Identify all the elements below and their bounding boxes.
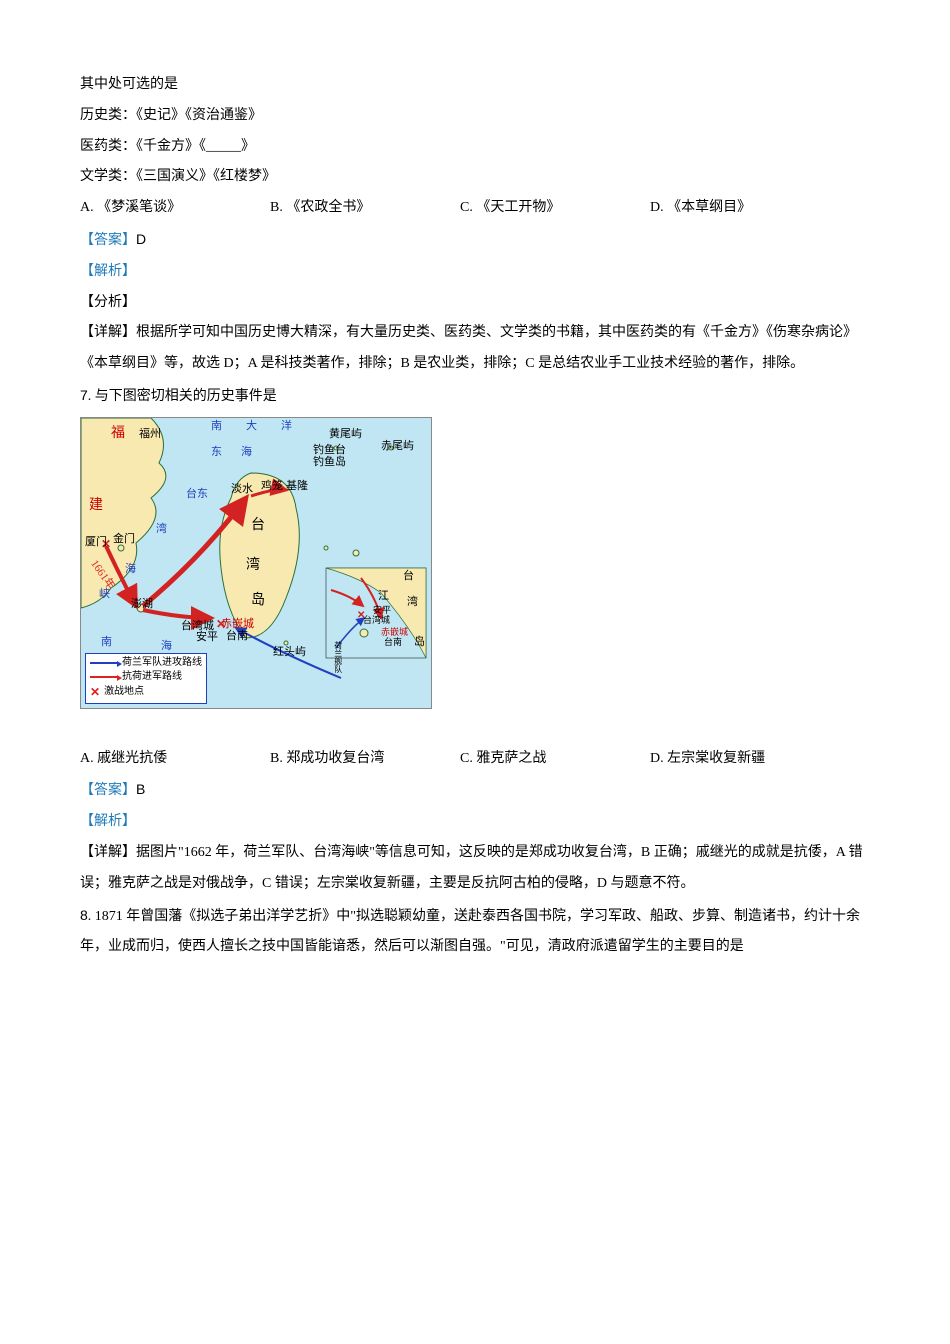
answer-value: D (136, 231, 146, 247)
q7-number: 7 (80, 387, 88, 403)
legend3: 激战地点 (104, 685, 144, 699)
lbl-haizi: 海 (125, 563, 136, 575)
lbl-in-wan: 湾 (407, 596, 418, 608)
lbl-tai: 台 (251, 518, 265, 533)
lbl-huangwei: 黄尾屿 (329, 428, 362, 440)
q7-option-d: D. 左宗棠收复新疆 (650, 744, 840, 775)
lbl-in-dao: 岛 (414, 636, 425, 648)
legend-blue-arrow-icon (90, 662, 118, 664)
q7-analysis: 【解析】 (80, 807, 870, 838)
lbl-xia: 峡 (99, 588, 110, 600)
lbl-fuzhou: 福州 (139, 428, 161, 440)
lbl-jilong2: 基隆 (286, 480, 308, 492)
q6-option-a: A. 《梦溪笔谈》 (80, 193, 270, 224)
lbl-nanhai-n: 南 (101, 636, 112, 648)
lbl-in-helan: 荷兰舰队 (333, 641, 342, 673)
q7-option-a: A. 戚继光抗倭 (80, 744, 270, 775)
q7-stem: 7. 与下图密切相关的历史事件是 (80, 380, 870, 413)
legend1: 荷兰军队进攻路线 (122, 656, 202, 670)
q6-answer: 【答案】D (80, 224, 870, 257)
legend2: 抗荷进军路线 (122, 670, 182, 684)
lbl-nan: 南 (211, 420, 222, 432)
lbl-nanhai-h: 海 (161, 640, 172, 652)
q7-stem-text: . 与下图密切相关的历史事件是 (88, 389, 277, 404)
lbl-dong: 东 (211, 446, 222, 458)
q6-detail: 【详解】根据所学可知中国历史博大精深，有大量历史类、医药类、文学类的书籍，其中医… (80, 318, 870, 380)
legend-battle-icon: ✕ (90, 684, 100, 701)
lbl-tainan: 台南 (226, 630, 248, 642)
lbl-in-jiang: 江 (378, 590, 389, 602)
lbl-diaoyudao: 钓鱼岛 (313, 456, 346, 468)
q6-cat3: 文学类：《三国演义》《红楼梦》 (80, 162, 870, 193)
lbl-wan: 湾 (246, 558, 260, 573)
map-legend: 荷兰军队进攻路线 抗荷进军路线 ✕ 激战地点 (85, 653, 207, 704)
lbl-diaoyutai: 钓鱼台 (313, 444, 346, 456)
q6-option-b: B. 《农政全书》 (270, 193, 460, 224)
lbl-yang: 洋 (281, 420, 292, 432)
lbl-hai: 海 (241, 446, 252, 458)
legend-red-arrow-icon (90, 676, 118, 678)
lbl-fujian2: 建 (89, 498, 103, 513)
lbl-hongtou: 红头屿 (273, 646, 306, 658)
lbl-in-tainan: 台南 (384, 638, 402, 648)
q6-stem-line: 其中处可选的是 (80, 70, 870, 101)
q6-options: A. 《梦溪笔谈》 B. 《农政全书》 C. 《天工开物》 D. 《本草纲目》 (80, 193, 870, 224)
lbl-penghu: 澎湖 (131, 598, 153, 610)
q7-blank (80, 713, 870, 744)
q8-stem: 8. 1871 年曾国藩《拟选子弟出洋学艺折》中"拟选聪颖幼童，送赴泰西各国书院… (80, 900, 870, 964)
answer-label: 【答案】 (80, 233, 136, 248)
lbl-fujian1: 福 (111, 426, 125, 441)
q6-analysis: 【解析】 (80, 257, 870, 288)
lbl-in-tai: 台 (403, 570, 414, 582)
q8-stem-text: . 1871 年曾国藩《拟选子弟出洋学艺折》中"拟选聪颖幼童，送赴泰西各国书院，… (80, 909, 860, 955)
q7-option-c: C. 雅克萨之战 (460, 744, 650, 775)
answer-value: B (136, 781, 145, 797)
lbl-chiwei: 赤尾屿 (381, 440, 414, 452)
lbl-wanzi: 湾 (156, 523, 167, 535)
lbl-jinmen: 金门 (113, 533, 135, 545)
answer-label: 【答案】 (80, 783, 136, 798)
q7-detail: 【详解】据图片"1662 年，荷兰军队、台湾海峡"等信息可知，这反映的是郑成功收… (80, 838, 870, 900)
analysis-label: 【解析】 (80, 264, 136, 279)
q6-cat1: 历史类：《史记》《资治通鉴》 (80, 101, 870, 132)
q6-option-c: C. 《天工开物》 (460, 193, 650, 224)
lbl-jilong: 鸡笼 (261, 480, 283, 492)
lbl-chikan: 赤嵌城 (221, 618, 254, 630)
q7-option-b: B. 郑成功收复台湾 (270, 744, 460, 775)
q6-fenxi: 【分析】 (80, 288, 870, 319)
lbl-dao: 岛 (251, 593, 265, 608)
lbl-da: 大 (246, 420, 257, 432)
lbl-in-twc: 台湾城 (363, 616, 390, 626)
lbl-danshui: 淡水 (231, 483, 253, 495)
q7-map: ✕ ✕ ✕ 福 建 福州 南 大 洋 东 海 黄尾屿 钓鱼台 钓鱼岛 赤尾屿 台… (80, 417, 432, 709)
analysis-label: 【解析】 (80, 814, 136, 829)
lbl-taidong: 台东 (186, 488, 208, 500)
lbl-xiamen: 厦门 (85, 536, 107, 548)
q6-cat2: 医药类：《千金方》《_____》 (80, 132, 870, 163)
q8-number: 8 (80, 907, 88, 923)
q6-option-d: D. 《本草纲目》 (650, 193, 840, 224)
q7-answer: 【答案】B (80, 774, 870, 807)
lbl-anping: 安平 (196, 631, 218, 643)
q7-options: A. 戚继光抗倭 B. 郑成功收复台湾 C. 雅克萨之战 D. 左宗棠收复新疆 (80, 744, 870, 775)
